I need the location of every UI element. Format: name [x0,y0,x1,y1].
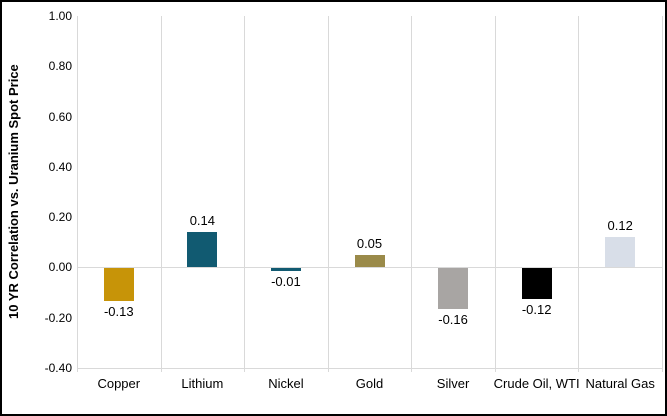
y-axis-title: 10 YR Correlation vs. Uranium Spot Price [6,64,21,320]
x-axis-label: Copper [97,376,141,391]
vertical-gridline [327,16,329,368]
vertical-gridline [662,16,663,368]
x-axis-tick [160,368,162,372]
y-axis-tick-label: 1.00 [48,9,72,23]
data-label: 0.14 [189,213,215,229]
x-axis-tick [327,368,329,372]
vertical-gridline [77,16,78,368]
x-axis-label: Silver [436,376,470,391]
zero-gridline [77,267,662,268]
x-axis-tick [578,368,580,372]
bar-natural-gas [605,237,636,268]
x-axis-tick [494,368,496,372]
bar-silver [438,268,469,309]
y-axis-tick-label: 0.80 [48,59,72,74]
y-axis-tick-label: 0.20 [48,210,72,225]
bar-nickel [270,268,301,271]
bar-gold [354,254,385,268]
x-axis-tick [244,368,246,372]
x-axis-label: Natural Gas [585,376,655,391]
bar-crude-oil-wti [521,268,552,299]
vertical-gridline [494,16,496,368]
data-label: -0.01 [271,273,301,289]
x-axis-label: Nickel [268,376,304,391]
x-axis-tick [411,368,413,372]
bar-lithium [187,232,218,268]
vertical-gridline [411,16,413,368]
data-label: -0.13 [103,304,134,320]
y-axis-tick-label: 0.60 [48,109,72,124]
data-label: 0.12 [607,218,633,234]
y-axis-tick-label: 0.40 [48,159,72,174]
y-axis-tick-label: -0.20 [44,310,72,325]
x-axis-label: Gold [355,376,384,391]
x-axis-label: Lithium [181,376,224,391]
x-axis-label: Crude Oil, WTI [493,376,580,391]
y-axis-tick-label: -0.40 [44,361,72,375]
vertical-gridline [578,16,580,368]
bar-copper [103,268,134,302]
data-label: 0.05 [356,235,383,251]
vertical-gridline [244,16,246,368]
x-axis-line [77,368,662,369]
x-axis-tick [662,368,663,372]
data-label: -0.16 [438,311,468,327]
y-axis-tick-label: 0.00 [48,260,72,275]
x-axis-tick [77,368,78,372]
data-label: -0.12 [521,301,552,317]
vertical-gridline [160,16,162,368]
